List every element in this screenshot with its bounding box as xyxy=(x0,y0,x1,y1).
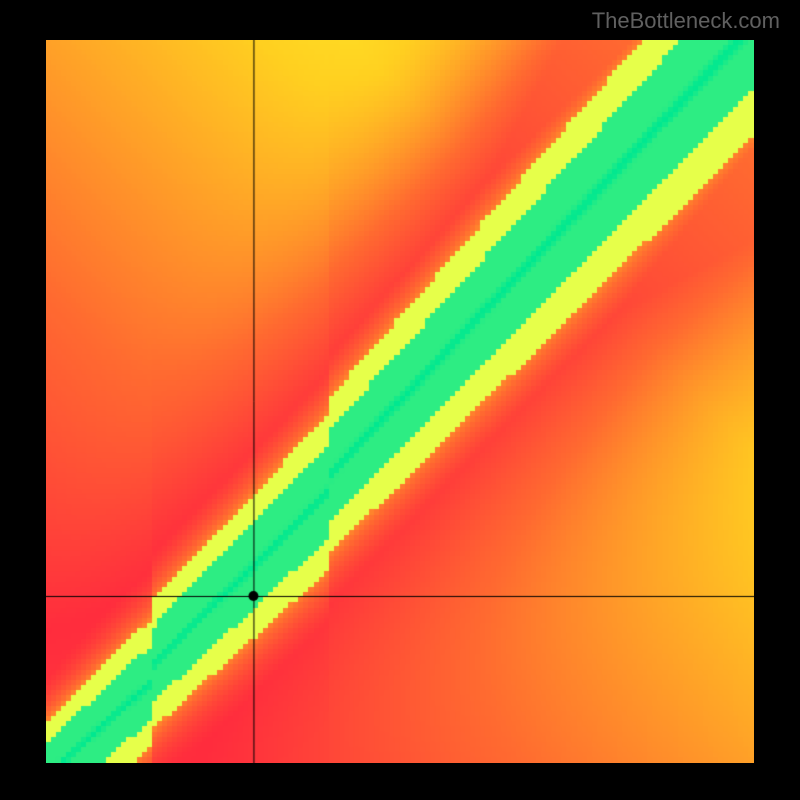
chart-container: TheBottleneck.com xyxy=(0,0,800,800)
heatmap-plot xyxy=(46,40,754,763)
watermark-text: TheBottleneck.com xyxy=(592,8,780,34)
